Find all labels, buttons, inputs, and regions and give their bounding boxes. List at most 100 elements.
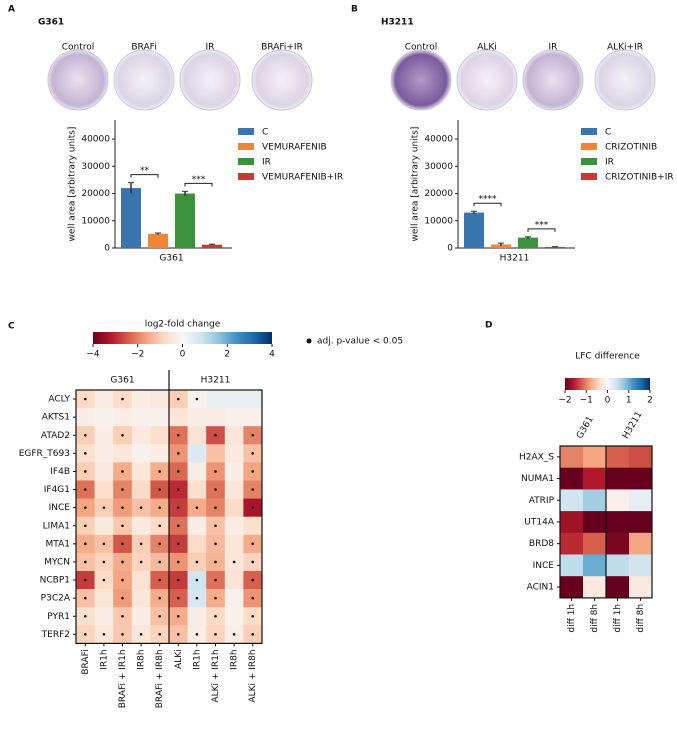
plate-image: [594, 49, 656, 111]
heatmap-cell: [187, 408, 207, 427]
heatmap-cell: [583, 446, 607, 468]
heatmap-cell: [583, 554, 607, 577]
y-axis-label: well area [arbitrary units]: [411, 127, 421, 242]
row-label: AKTS1: [42, 413, 70, 423]
significance-dot: [195, 506, 199, 509]
significance-dot: [177, 542, 180, 546]
column-label: BRAFi: [81, 649, 91, 674]
heatmap-cell: [187, 462, 207, 481]
heatmap-cell: [606, 532, 630, 555]
colorbar-tick-label: 1: [626, 396, 632, 406]
significance-dot: [121, 578, 124, 582]
colorbar-tick-label: 0: [605, 396, 611, 406]
legend-label: VEMURAFENIB+IR: [262, 173, 343, 183]
heatmap-cell: [131, 607, 151, 626]
row-label: TERF2: [41, 630, 70, 640]
heatmap-cell: [224, 516, 244, 536]
heatmap-cell: [560, 446, 584, 468]
heatmap-cell: [94, 444, 114, 463]
heatmap-cell: [583, 489, 607, 512]
colorbar-tick-label: −4: [86, 350, 100, 360]
column-label: ALKi + IR1h: [211, 649, 221, 702]
significance-label: **: [140, 166, 150, 176]
heatmap-cell: [560, 511, 584, 534]
colorbar: [565, 378, 650, 390]
heatmap-cell: [583, 467, 607, 490]
significance-bracket: [473, 202, 502, 207]
bar: [545, 246, 565, 248]
significance-dot: [251, 452, 254, 455]
y-tick-label: 0: [104, 244, 110, 254]
row-label: ATRIP: [529, 496, 555, 506]
significance-dot: [158, 470, 161, 473]
significance-dot: [232, 560, 236, 564]
significance-dot: [84, 488, 87, 491]
row-label: UT14A: [524, 517, 555, 527]
significance-dot: [177, 560, 180, 564]
significance-dot: [158, 633, 161, 636]
significance-dot: [195, 560, 199, 564]
column-label: ALKi: [174, 649, 184, 669]
significance-dot: [158, 542, 161, 546]
significance-dot: [84, 596, 87, 600]
significance-dot: [214, 506, 217, 509]
legend-swatch: [581, 128, 597, 135]
significance-dot: [139, 506, 143, 509]
bar: [202, 244, 222, 248]
colorbar-tick-label: 2: [647, 396, 653, 406]
significance-dot: [102, 542, 106, 546]
bar: [464, 212, 484, 248]
significance-dot: [214, 578, 217, 582]
significance-dot: [84, 633, 87, 636]
significance-dot: [214, 433, 217, 437]
legend-label: C: [262, 128, 268, 138]
significance-dot: [251, 578, 254, 582]
significance-dot: [121, 542, 124, 546]
row-label: MYCN: [44, 557, 70, 567]
column-group-label: G361: [110, 376, 134, 386]
plate-label: ALKi+IR: [607, 43, 643, 53]
heatmap-cell: [629, 446, 653, 468]
heatmap-cell: [224, 589, 244, 608]
significance-dot: [195, 397, 199, 401]
heatmap-cell: [629, 489, 653, 512]
significance-dot: [214, 560, 217, 564]
significance-dot: [251, 488, 254, 491]
significance-dot: [121, 614, 124, 618]
row-label: PYR1: [47, 612, 70, 622]
column-label: diff 8h: [636, 604, 646, 633]
heatmap-cell: [94, 607, 114, 626]
y-tick-label: 20000: [81, 189, 110, 199]
significance-dot: [214, 633, 217, 636]
heatmap-cell: [629, 511, 653, 534]
significance-dot: [214, 470, 217, 473]
row-label: MTA1: [46, 539, 70, 549]
heatmap-cell: [606, 446, 630, 468]
plate-label: Control: [405, 43, 438, 53]
significance-dot: [84, 452, 87, 455]
heatmap-cell: [243, 516, 263, 536]
legend-label: VEMURAFENIB: [262, 143, 327, 153]
heatmap-cell: [94, 462, 114, 481]
y-tick-label: 0: [447, 244, 453, 254]
panel-title: H3211: [381, 18, 414, 28]
significance-dot: [214, 524, 217, 528]
significance-dot: [121, 397, 124, 401]
heatmap-cell: [150, 390, 170, 409]
significance-dot: [177, 614, 180, 618]
legend-swatch: [238, 143, 254, 150]
colorbar-tick-label: −2: [131, 350, 144, 360]
panel-title: G361: [38, 18, 64, 28]
column-label: IR1h: [99, 649, 109, 669]
heatmap-cell: [113, 408, 133, 427]
heatmap-cell: [224, 607, 244, 626]
colorbar-tick-label: −2: [558, 396, 571, 406]
significance-dot: [214, 488, 217, 491]
significance-dot: [177, 578, 180, 582]
heatmap-cell: [187, 444, 207, 463]
bar: [491, 244, 511, 248]
heatmap-cell: [560, 576, 584, 599]
y-tick-label: 30000: [424, 162, 453, 172]
column-label: IR8h: [230, 649, 240, 669]
heatmap-cell: [131, 571, 151, 590]
